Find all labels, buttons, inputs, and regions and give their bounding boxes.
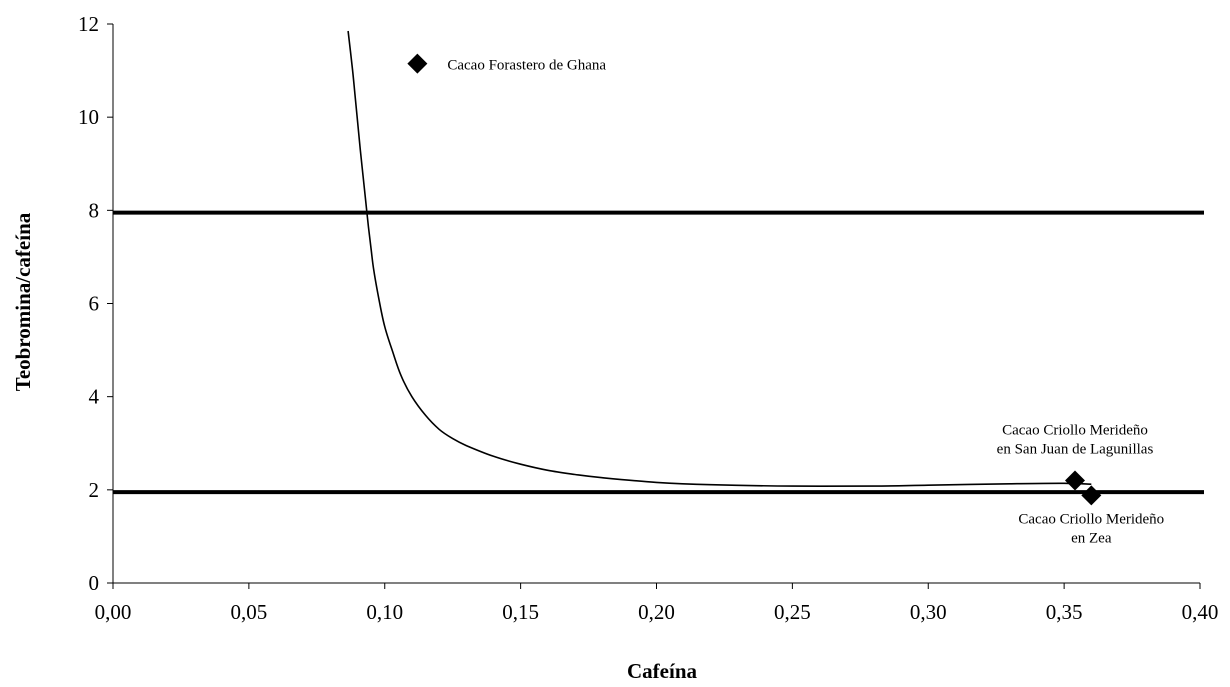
data-point-diamond (1064, 470, 1085, 491)
data-points (407, 53, 1102, 506)
x-tick-label: 0,40 (1182, 600, 1219, 624)
data-point-diamond (1081, 485, 1102, 506)
point-annotation: Cacao Criollo Merideño en Zea (1018, 511, 1164, 546)
y-tick-label: 12 (78, 12, 99, 36)
reference-lines (113, 210, 1204, 495)
point-annotation-line: en San Juan de Lagunillas (997, 442, 1154, 458)
x-tick-label: 0,25 (774, 600, 811, 624)
fitted-curve (347, 30, 1092, 488)
y-tick-label: 6 (89, 292, 100, 316)
y-tick-label: 8 (89, 198, 100, 222)
x-axis-title: Cafeína (627, 659, 697, 683)
x-tick-label: 0,15 (502, 600, 539, 624)
plot-axes: 0 2 4 6 8 10 12 0,00 0,05 0,10 0,15 0,20 0,25 0,30 0,3… (78, 12, 1218, 624)
y-tick-label: 10 (78, 105, 99, 129)
data-point-diamond (407, 53, 428, 74)
y-tick-label: 2 (89, 478, 100, 502)
curve-line (347, 30, 1092, 488)
point-annotations: Cacao Forastero de Ghana Cacao Criollo Me… (447, 58, 1164, 547)
point-annotation-line: Cacao Criollo Merideño (1018, 511, 1164, 527)
point-annotation-line: Cacao Criollo Merideño (1002, 423, 1148, 439)
x-tick-label: 0,10 (366, 600, 403, 624)
point-annotation-line: en Zea (1071, 530, 1112, 546)
x-tick-label: 0,30 (910, 600, 947, 624)
y-axis-title: Teobromina/cafeína (11, 212, 35, 391)
x-tick-label: 0,35 (1046, 600, 1083, 624)
point-annotation: Cacao Criollo Merideño en San Juan de Lag… (997, 423, 1154, 458)
y-tick-label: 4 (89, 385, 100, 409)
x-tick-label: 0,05 (231, 600, 268, 624)
y-tick-label: 0 (89, 571, 100, 595)
x-tick-label: 0,00 (95, 600, 132, 624)
point-annotation-line: Cacao Forastero de Ghana (447, 58, 606, 74)
x-tick-label: 0,20 (638, 600, 675, 624)
point-annotation: Cacao Forastero de Ghana (447, 58, 606, 74)
